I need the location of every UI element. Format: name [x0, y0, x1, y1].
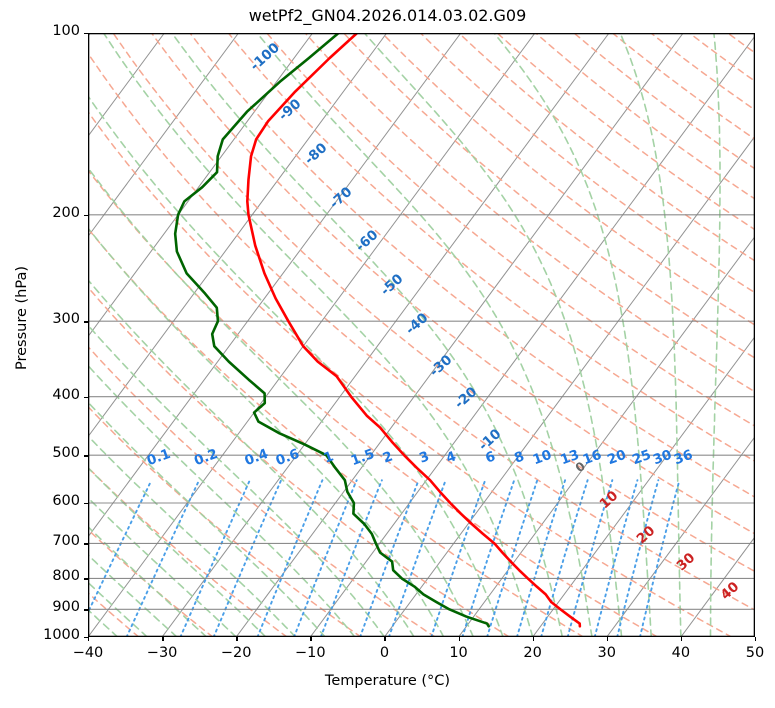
isobar-lines — [88, 33, 755, 637]
y-tick-label: 300 — [52, 311, 80, 328]
x-tick-label: 0 — [379, 645, 390, 661]
mixing-ratio-label: 0.2 — [192, 446, 220, 469]
x-tick-mark — [755, 637, 757, 641]
y-tick-label: 200 — [52, 204, 80, 221]
mixing-ratio-label: 0.4 — [243, 446, 271, 469]
isotherm-label-warm: 30 — [674, 550, 699, 574]
mixing-ratio-label: 36 — [672, 447, 695, 468]
y-tick-label: 600 — [52, 493, 80, 509]
mixing-ratio-label: 2 — [381, 448, 395, 466]
mixing-ratio-label: 1.5 — [349, 446, 377, 469]
x-tick-mark — [680, 637, 683, 641]
y-tick-label: 700 — [52, 533, 80, 550]
profile-temperature — [246, 33, 582, 628]
x-tick-label: −10 — [295, 645, 326, 661]
x-tick-label: −20 — [220, 645, 252, 661]
y-tick-mark — [84, 609, 88, 611]
y-tick-label: 100 — [52, 23, 80, 39]
isotherm-label: -40 — [403, 310, 432, 338]
x-tick-mark — [458, 637, 460, 641]
profile-curves — [173, 33, 582, 628]
x-tick-label: −30 — [146, 645, 178, 661]
y-tick-label: 800 — [52, 568, 80, 585]
mixing-ratio-label: 30 — [651, 447, 674, 468]
profile-dewpoint — [173, 33, 491, 628]
y-tick-mark — [84, 214, 88, 217]
x-tick-mark — [162, 637, 164, 641]
x-tick-label: 20 — [523, 645, 542, 661]
mixing-ratio-label: 16 — [581, 447, 604, 468]
x-tick-mark — [88, 637, 90, 641]
x-tick-mark — [606, 637, 609, 641]
x-tick-label: 10 — [449, 645, 468, 661]
y-tick-mark — [84, 33, 88, 35]
y-tick-mark — [84, 578, 88, 580]
y-tick-mark — [84, 543, 88, 545]
plot-frame — [88, 33, 755, 637]
isotherm-label: -90 — [276, 96, 305, 124]
x-tick-mark — [532, 637, 535, 641]
y-tick-label: 900 — [52, 599, 80, 616]
mixing-ratio-label: 8 — [512, 448, 526, 466]
x-tick-mark — [310, 637, 312, 641]
y-tick-mark — [84, 455, 88, 457]
y-tick-mark — [84, 637, 88, 639]
x-axis-label: Temperature (°C) — [324, 673, 451, 689]
mixing-ratio-label: 3 — [417, 448, 431, 466]
mixing-ratio-label: 6 — [483, 448, 497, 466]
mixing-ratio-lines — [88, 479, 681, 637]
x-tick-mark — [384, 637, 386, 641]
mixing-ratio-label: 25 — [630, 447, 653, 468]
mixing-ratio-label: 0.1 — [145, 446, 173, 469]
mixing-ratio-label: 4 — [444, 448, 458, 466]
mixing-ratio-label: 13 — [558, 447, 581, 468]
y-tick-mark — [84, 503, 88, 505]
mixing-ratio-label: 20 — [605, 447, 628, 468]
mixing-ratio-label: 0.6 — [274, 446, 302, 469]
x-tick-label: 40 — [671, 645, 691, 661]
x-tick-label: 50 — [745, 645, 765, 661]
moist-adiabat-lines — [88, 33, 721, 637]
y-tick-label: 1000 — [43, 627, 80, 643]
isotherm-label: -20 — [452, 384, 481, 412]
y-tick-label: 500 — [52, 445, 80, 462]
page-title: wetPf2_GN04.2026.014.03.02.G09 — [248, 6, 527, 25]
mixing-ratio-label: 1 — [321, 448, 335, 466]
x-tick-mark — [236, 637, 238, 641]
y-tick-mark — [84, 396, 88, 399]
x-tick-label: 30 — [597, 645, 616, 661]
mixing-ratio-label: 10 — [531, 447, 554, 468]
isotherm-label: -80 — [302, 140, 331, 168]
x-tick-label: −40 — [72, 645, 104, 661]
plot-area: -100 -90 -80 -70 -60 -50 -40 -30 -20 -10 10 20 30 40 0… — [88, 33, 755, 637]
y-tick-mark — [84, 321, 88, 323]
y-tick-label: 400 — [52, 386, 80, 403]
